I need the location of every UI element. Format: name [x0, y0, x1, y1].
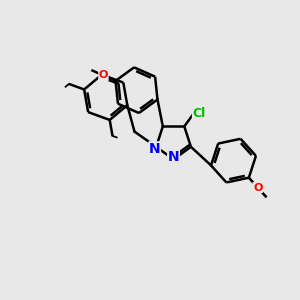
- Text: N: N: [168, 150, 179, 164]
- Text: O: O: [99, 70, 108, 80]
- Text: Cl: Cl: [193, 107, 206, 120]
- Text: O: O: [253, 183, 262, 193]
- Text: N: N: [149, 142, 161, 156]
